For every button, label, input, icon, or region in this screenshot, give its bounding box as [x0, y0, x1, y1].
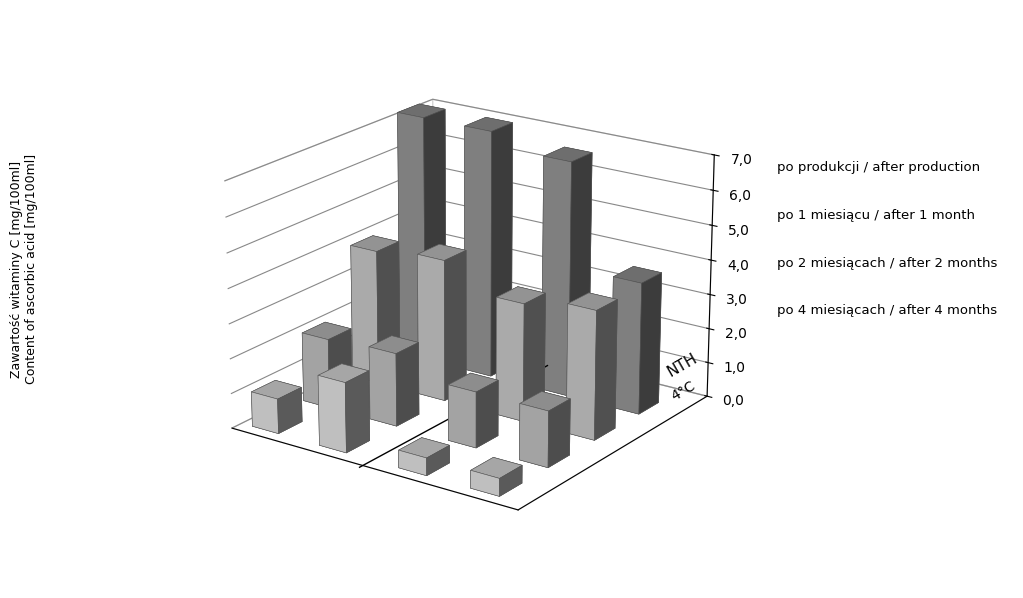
Text: po 4 miesiącach / after 4 months: po 4 miesiącach / after 4 months: [777, 304, 997, 318]
Text: po 1 miesiącu / after 1 month: po 1 miesiącu / after 1 month: [777, 209, 976, 222]
Text: po produkcji / after production: po produkcji / after production: [777, 161, 981, 174]
Text: po 2 miesiącach / after 2 months: po 2 miesiącach / after 2 months: [777, 257, 997, 270]
Text: Zawartość witaminy C [mg/100ml]
Content of ascorbic acid [mg/100ml]: Zawartość witaminy C [mg/100ml] Content …: [10, 154, 38, 384]
